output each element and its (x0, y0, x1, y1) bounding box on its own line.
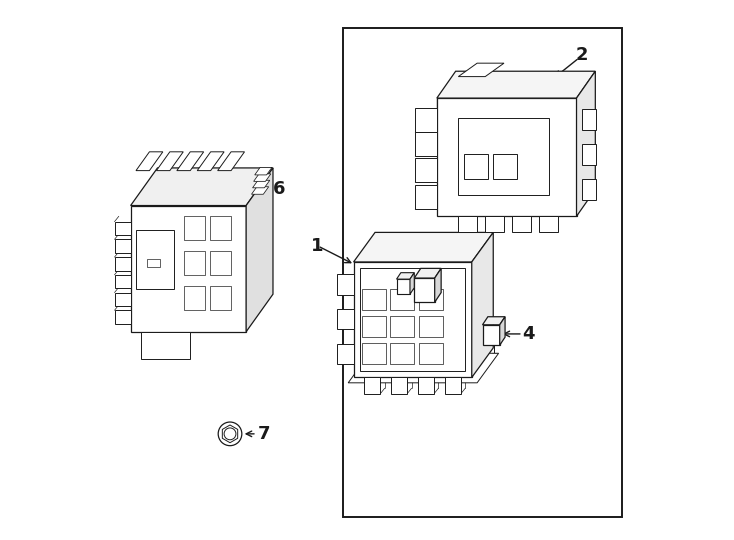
Polygon shape (210, 217, 230, 240)
Polygon shape (131, 168, 273, 206)
Polygon shape (415, 158, 437, 182)
Polygon shape (338, 343, 354, 364)
Polygon shape (414, 268, 441, 278)
Text: 4: 4 (522, 325, 534, 343)
Text: 1: 1 (311, 237, 324, 255)
Polygon shape (210, 251, 230, 275)
Polygon shape (396, 273, 414, 279)
Polygon shape (156, 152, 184, 171)
Polygon shape (252, 180, 270, 188)
Polygon shape (390, 342, 414, 364)
Polygon shape (485, 217, 504, 232)
Polygon shape (147, 259, 160, 267)
Polygon shape (391, 377, 407, 394)
Polygon shape (115, 257, 131, 271)
Polygon shape (246, 168, 273, 332)
Polygon shape (348, 353, 498, 383)
Polygon shape (218, 152, 244, 171)
Polygon shape (415, 109, 437, 132)
Polygon shape (576, 71, 595, 217)
Polygon shape (458, 217, 477, 232)
Text: 5: 5 (382, 272, 395, 291)
Polygon shape (338, 309, 354, 329)
Polygon shape (136, 230, 174, 289)
Polygon shape (364, 377, 380, 394)
Text: 3: 3 (435, 301, 448, 319)
Polygon shape (582, 144, 595, 165)
Polygon shape (197, 152, 224, 171)
Polygon shape (255, 167, 272, 175)
Polygon shape (184, 217, 205, 240)
Polygon shape (396, 279, 410, 294)
Polygon shape (184, 251, 205, 275)
Polygon shape (222, 425, 238, 443)
Polygon shape (435, 268, 441, 302)
Polygon shape (410, 273, 414, 294)
Polygon shape (360, 268, 465, 371)
Polygon shape (390, 316, 414, 337)
Polygon shape (512, 217, 531, 232)
Polygon shape (482, 325, 500, 345)
Polygon shape (115, 221, 131, 235)
Polygon shape (415, 132, 437, 156)
Polygon shape (418, 342, 443, 364)
Polygon shape (582, 179, 595, 200)
Polygon shape (115, 310, 131, 323)
Polygon shape (472, 232, 493, 377)
Polygon shape (418, 377, 434, 394)
Polygon shape (362, 289, 386, 310)
Polygon shape (177, 152, 203, 171)
Polygon shape (115, 239, 131, 253)
Polygon shape (136, 152, 163, 171)
Polygon shape (539, 217, 558, 232)
Polygon shape (115, 293, 131, 306)
Polygon shape (362, 316, 386, 337)
Polygon shape (437, 71, 595, 98)
Circle shape (224, 428, 236, 440)
Polygon shape (362, 342, 386, 364)
Polygon shape (390, 289, 414, 310)
Polygon shape (338, 274, 354, 295)
Polygon shape (210, 286, 230, 310)
Polygon shape (445, 377, 461, 394)
Polygon shape (115, 275, 131, 288)
Polygon shape (493, 154, 517, 179)
Polygon shape (458, 63, 504, 77)
Polygon shape (414, 278, 435, 302)
Text: 7: 7 (258, 425, 270, 443)
Polygon shape (418, 316, 443, 337)
Polygon shape (354, 262, 472, 377)
Polygon shape (418, 289, 443, 310)
Circle shape (218, 422, 241, 446)
Polygon shape (254, 174, 271, 181)
Polygon shape (437, 98, 576, 217)
Polygon shape (184, 286, 205, 310)
Polygon shape (354, 232, 493, 262)
Text: 6: 6 (272, 180, 285, 198)
Polygon shape (415, 185, 437, 210)
Polygon shape (464, 154, 488, 179)
Polygon shape (500, 317, 505, 345)
Polygon shape (482, 317, 505, 325)
Polygon shape (142, 332, 189, 359)
Polygon shape (131, 206, 246, 332)
Text: 2: 2 (575, 46, 588, 64)
Polygon shape (458, 118, 549, 195)
Polygon shape (582, 109, 595, 130)
Polygon shape (252, 187, 269, 194)
Bar (343, 28, 622, 517)
